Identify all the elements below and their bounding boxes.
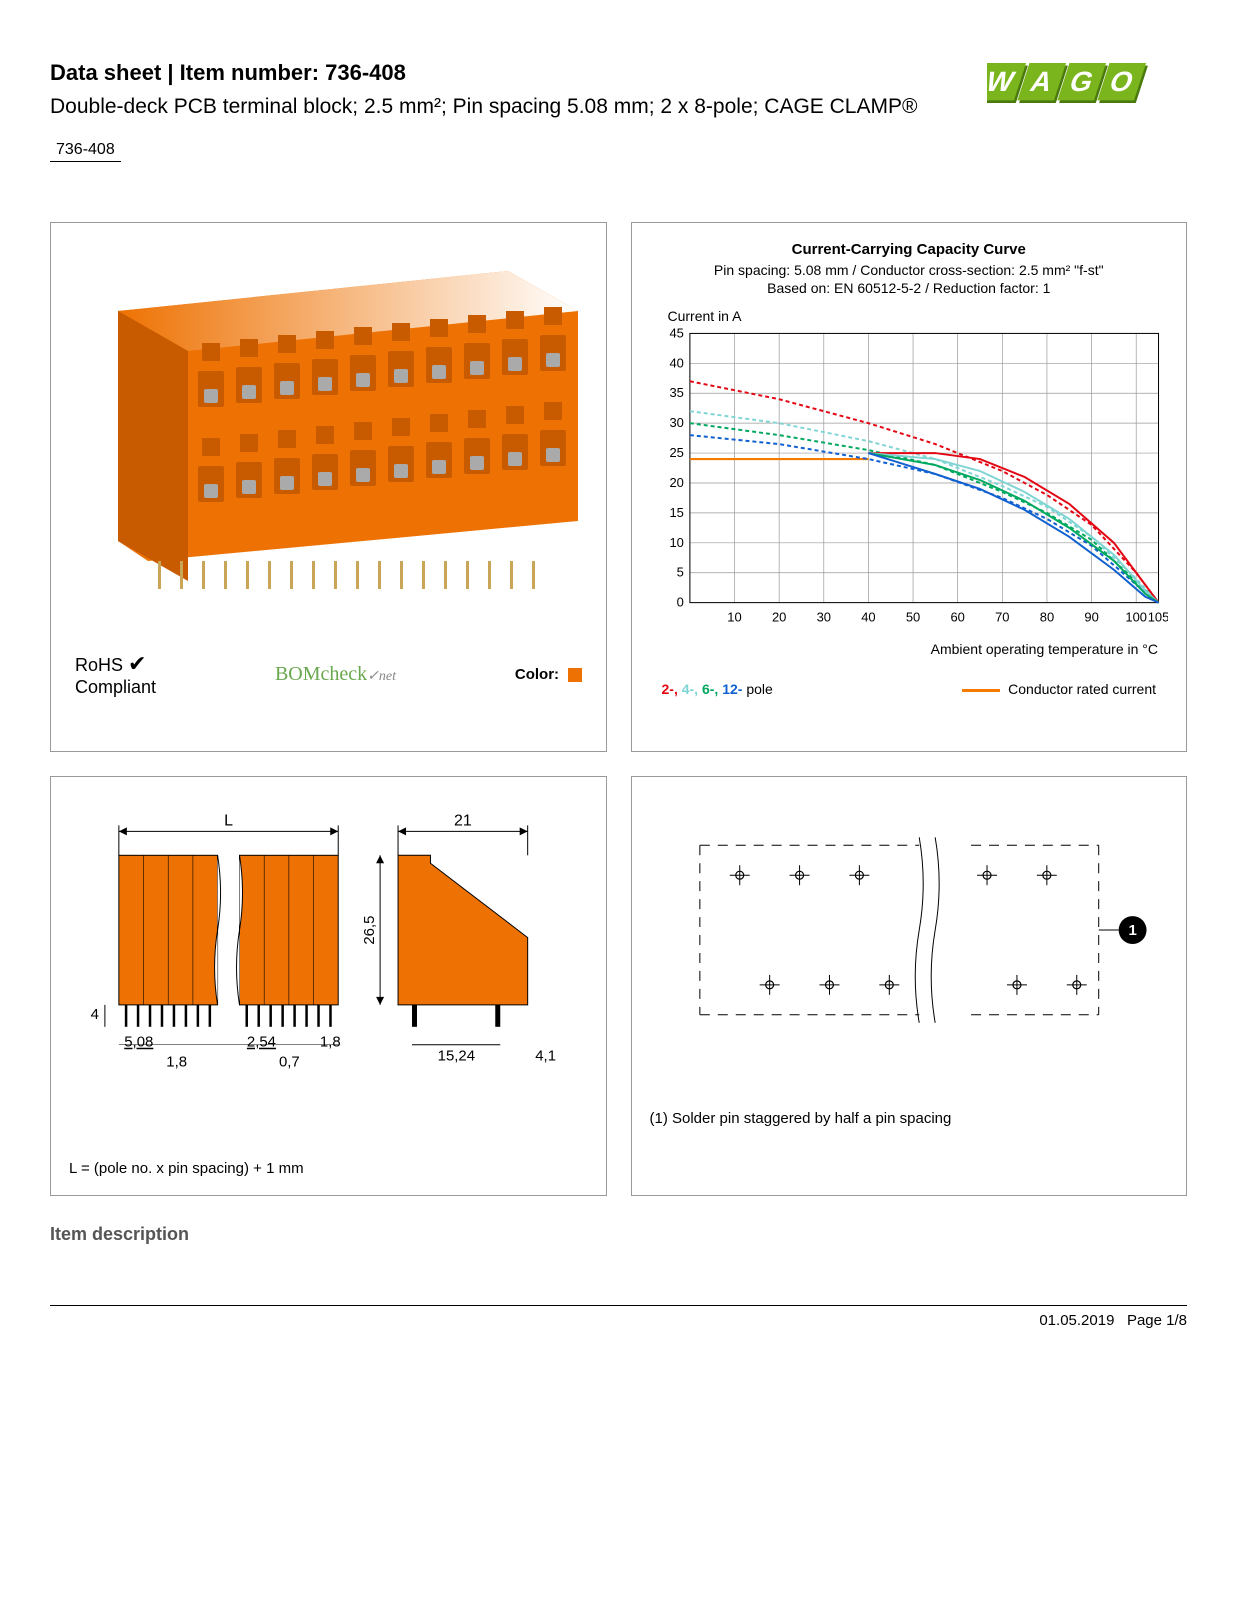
svg-text:10: 10 xyxy=(727,610,741,625)
product-image-panel: RoHS ✔Compliant BOMcheck✓net Color: xyxy=(50,222,607,752)
svg-text:5: 5 xyxy=(676,565,683,580)
product-render xyxy=(69,241,588,621)
svg-text:L: L xyxy=(224,813,233,830)
pinout-panel: 1 (1) Solder pin staggered by half a pin… xyxy=(631,776,1188,1196)
svg-text:10: 10 xyxy=(669,535,683,550)
title-item-number: 736-408 xyxy=(325,60,406,85)
compliance-row: RoHS ✔Compliant BOMcheck✓net Color: xyxy=(69,651,588,698)
svg-text:15: 15 xyxy=(669,505,683,520)
subtitle: Double-deck PCB terminal block; 2.5 mm²;… xyxy=(50,92,987,121)
pinout-drawing: 1 xyxy=(650,795,1169,1095)
rohs-compliant: RoHS ✔Compliant xyxy=(75,651,156,698)
chart-panel: Current-Carrying Capacity Curve Pin spac… xyxy=(631,222,1188,752)
legend-line-icon xyxy=(962,689,1000,692)
svg-text:4,1: 4,1 xyxy=(535,1048,556,1065)
svg-text:40: 40 xyxy=(861,610,875,625)
chart-x-label: Ambient operating temperature in °C xyxy=(650,641,1169,657)
title-prefix: Data sheet xyxy=(50,60,161,85)
svg-text:20: 20 xyxy=(771,610,785,625)
page-header: Data sheet | Item number: 736-408 Double… xyxy=(50,60,1187,162)
svg-text:26,5: 26,5 xyxy=(361,916,378,945)
dimensions-panel: L 4 5,08 1,8 2,54 1,8 0,7 21 26,5 15,24 4,1 L = (p… xyxy=(50,776,607,1196)
item-description-heading: Item description xyxy=(50,1224,1187,1245)
rohs-label: RoHS ✔Compliant xyxy=(75,655,156,697)
svg-text:21: 21 xyxy=(454,813,472,830)
color-label: Color: xyxy=(515,666,559,683)
title-line: Data sheet | Item number: 736-408 xyxy=(50,60,987,86)
svg-text:90: 90 xyxy=(1084,610,1098,625)
title-item-label: Item number: xyxy=(180,60,325,85)
chart-sub1: Pin spacing: 5.08 mm / Conductor cross-s… xyxy=(650,262,1169,278)
svg-text:1,8: 1,8 xyxy=(320,1034,341,1051)
svg-text:25: 25 xyxy=(669,445,683,460)
svg-text:105: 105 xyxy=(1147,610,1168,625)
svg-text:4: 4 xyxy=(91,1006,99,1023)
chart-sub2: Based on: EN 60512-5-2 / Reduction facto… xyxy=(650,280,1169,296)
svg-text:1,8: 1,8 xyxy=(166,1054,187,1071)
svg-text:2,54: 2,54 xyxy=(247,1034,276,1051)
bomcheck-net: ✓net xyxy=(367,669,396,684)
chart-title: Current-Carrying Capacity Curve xyxy=(650,241,1169,258)
dimension-formula: L = (pole no. x pin spacing) + 1 mm xyxy=(69,1160,588,1177)
color-swatch xyxy=(568,668,582,682)
legend-conductor: Conductor rated current xyxy=(962,681,1156,697)
checkmark-icon: ✔ xyxy=(128,651,146,676)
content-grid: RoHS ✔Compliant BOMcheck✓net Color: Curr… xyxy=(50,222,1187,1196)
bomcheck-text: BOMcheck xyxy=(275,663,367,685)
svg-text:40: 40 xyxy=(669,356,683,371)
svg-text:60: 60 xyxy=(950,610,964,625)
svg-text:30: 30 xyxy=(816,610,830,625)
svg-text:0: 0 xyxy=(676,595,683,610)
item-number-box: 736-408 xyxy=(50,139,121,162)
svg-text:5,08: 5,08 xyxy=(124,1034,153,1051)
header-text: Data sheet | Item number: 736-408 Double… xyxy=(50,60,987,162)
svg-text:0,7: 0,7 xyxy=(279,1054,300,1071)
svg-text:100: 100 xyxy=(1125,610,1147,625)
wago-logo: W A G O xyxy=(987,60,1187,119)
svg-text:70: 70 xyxy=(995,610,1009,625)
bomcheck-logo: BOMcheck✓net xyxy=(275,663,396,686)
svg-text:20: 20 xyxy=(669,475,683,490)
page-footer: 01.05.2019 Page 1/8 xyxy=(50,1305,1187,1329)
footer-page: Page 1/8 xyxy=(1127,1312,1187,1329)
dimension-drawing: L 4 5,08 1,8 2,54 1,8 0,7 21 26,5 15,24 4,1 xyxy=(69,795,588,1125)
svg-text:50: 50 xyxy=(905,610,919,625)
svg-text:80: 80 xyxy=(1039,610,1053,625)
footer-date: 01.05.2019 xyxy=(1039,1312,1114,1329)
svg-text:35: 35 xyxy=(669,386,683,401)
chart-plot: 10 20 30 40 50 60 70 80 90 100105 0 5 10 15 20 25 30 35 40… xyxy=(650,328,1169,628)
title-sep: | xyxy=(161,60,179,85)
pinout-note: (1) Solder pin staggered by half a pin s… xyxy=(650,1110,1169,1127)
color-indicator: Color: xyxy=(515,666,582,684)
legend-conductor-text: Conductor rated current xyxy=(1008,681,1156,697)
svg-text:15,24: 15,24 xyxy=(438,1048,475,1065)
svg-text:45: 45 xyxy=(669,328,683,340)
chart-legend: 2-, 4-, 6-, 12- pole Conductor rated cur… xyxy=(650,681,1169,697)
svg-text:30: 30 xyxy=(669,416,683,431)
svg-text:1: 1 xyxy=(1128,922,1136,939)
legend-poles: 2-, 4-, 6-, 12- pole xyxy=(662,681,773,697)
chart-y-label: Current in A xyxy=(668,308,1169,324)
